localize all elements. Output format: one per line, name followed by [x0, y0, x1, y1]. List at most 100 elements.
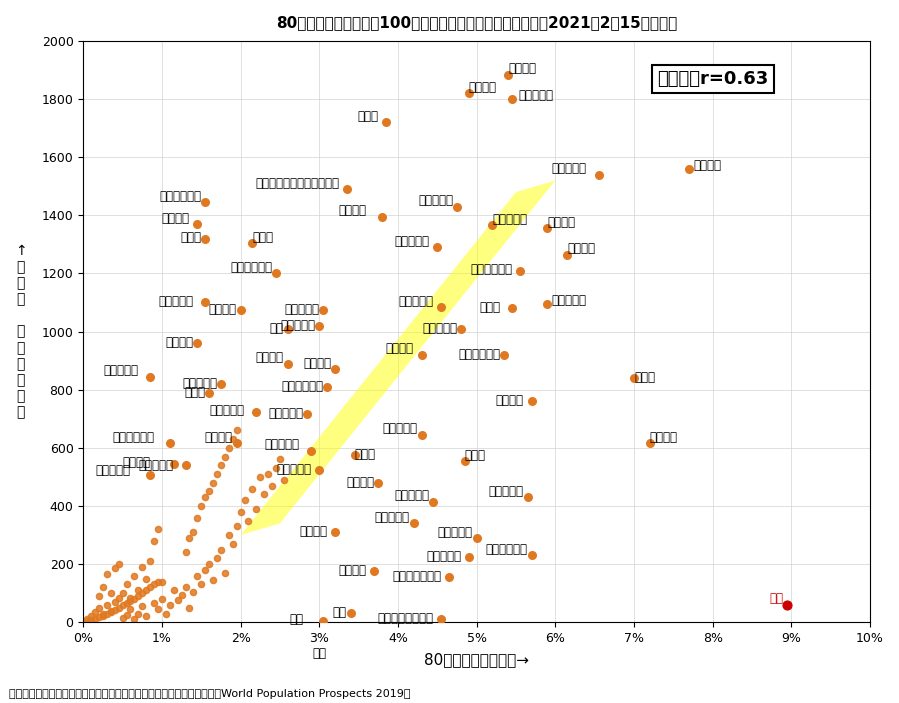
Text: アルゼンチン: アルゼンチン — [230, 261, 272, 274]
Point — [143, 371, 157, 382]
Text: エストニア: エストニア — [489, 485, 524, 498]
Text: アルバニア: アルバニア — [264, 439, 299, 451]
Point — [198, 565, 212, 576]
Point — [108, 563, 122, 574]
Text: スロベニア: スロベニア — [519, 89, 554, 102]
Point — [80, 614, 94, 625]
Point — [643, 438, 657, 449]
Text: レバノン: レバノン — [205, 431, 233, 444]
Text: キューバ: キューバ — [339, 565, 367, 577]
Point — [280, 323, 295, 335]
Point — [131, 591, 146, 602]
Point — [367, 566, 381, 577]
Point — [111, 558, 126, 569]
Point — [123, 592, 138, 603]
Text: カナダ: カナダ — [465, 449, 485, 462]
Text: ラトビア: ラトビア — [496, 394, 524, 407]
Point — [111, 602, 126, 613]
Point — [182, 532, 197, 543]
Text: エクアドル: エクアドル — [182, 377, 217, 389]
Text: 北マケドニア: 北マケドニア — [159, 190, 201, 203]
Point — [151, 524, 165, 535]
Point — [269, 463, 283, 474]
Text: イラン: イラン — [184, 385, 205, 399]
Text: ボスニア・ヘルツェゴビナ: ボスニア・ヘルツェゴビナ — [255, 177, 339, 190]
Text: オーストラリア: オーストラリア — [392, 570, 441, 583]
Point — [316, 615, 331, 626]
Point — [214, 378, 228, 389]
Point — [202, 387, 217, 398]
Text: 資料：札幌医大フロンティア研ゲノム医科学ウェブサイト、国際連合「World Population Prospects 2019」: 資料：札幌医大フロンティア研ゲノム医科学ウェブサイト、国際連合「World Po… — [9, 690, 411, 699]
Text: デンマーク: デンマーク — [395, 489, 430, 502]
Point — [191, 219, 205, 230]
Text: ポルトガル: ポルトガル — [552, 162, 587, 175]
Text: チュニジア: チュニジア — [209, 404, 245, 418]
Point — [111, 592, 126, 603]
Text: 南アフリカ: 南アフリカ — [103, 364, 138, 378]
Point — [434, 301, 449, 312]
Point — [320, 381, 334, 392]
Point — [108, 596, 122, 607]
Point — [103, 605, 118, 617]
Text: キプロス: キプロス — [299, 525, 327, 538]
Point — [147, 535, 161, 546]
Point — [92, 612, 106, 623]
Point — [88, 607, 102, 618]
Point — [131, 585, 146, 596]
Point — [95, 582, 110, 593]
Text: ボリビア: ボリビア — [165, 336, 193, 349]
Point — [206, 477, 220, 489]
Point — [269, 268, 283, 279]
Point — [406, 518, 421, 529]
Point — [80, 615, 94, 626]
Point — [84, 611, 98, 622]
Text: スウェーデン: スウェーデン — [470, 264, 512, 276]
Point — [218, 451, 232, 462]
Point — [560, 249, 574, 260]
Point — [95, 610, 110, 621]
Text: スペイン: スペイン — [547, 216, 575, 229]
Point — [442, 572, 457, 583]
Point — [88, 613, 102, 624]
Point — [458, 456, 472, 467]
Point — [414, 429, 429, 440]
Text: 相関係数r=0.63: 相関係数r=0.63 — [657, 70, 769, 88]
Point — [135, 588, 149, 599]
Text: フランス: フランス — [567, 243, 595, 255]
Point — [151, 604, 165, 615]
Point — [139, 611, 154, 622]
Text: アルメニア: アルメニア — [280, 318, 316, 332]
Point — [304, 445, 318, 456]
Point — [434, 614, 449, 625]
Point — [265, 480, 280, 491]
Point — [171, 595, 185, 606]
Point — [178, 582, 192, 593]
Point — [163, 599, 177, 610]
Point — [143, 582, 157, 593]
Point — [237, 494, 252, 505]
Point — [158, 608, 173, 619]
Point — [430, 242, 444, 253]
Text: アイルランド: アイルランド — [281, 380, 324, 393]
Point — [280, 358, 295, 369]
Point — [592, 169, 606, 180]
Point — [226, 538, 240, 549]
Text: ルーマニア: ルーマニア — [422, 321, 457, 335]
Point — [627, 373, 641, 384]
Point — [198, 297, 212, 308]
Point — [249, 406, 263, 417]
Point — [198, 233, 212, 244]
Point — [143, 470, 157, 481]
Polygon shape — [241, 181, 556, 535]
Text: ドイツ: ドイツ — [634, 371, 655, 384]
Point — [194, 501, 209, 512]
Title: 80才以上人口比と人口100万人あたり新型コロナ死亡者数（2021年2月15日時点）: 80才以上人口比と人口100万人あたり新型コロナ死亡者数（2021年2月15日時… — [276, 15, 677, 30]
Point — [92, 591, 106, 602]
Point — [226, 434, 240, 445]
Point — [682, 163, 697, 174]
Text: メキシコ: メキシコ — [162, 212, 190, 225]
Point — [249, 503, 263, 515]
Point — [163, 438, 177, 449]
Point — [461, 551, 476, 562]
Point — [328, 363, 343, 375]
